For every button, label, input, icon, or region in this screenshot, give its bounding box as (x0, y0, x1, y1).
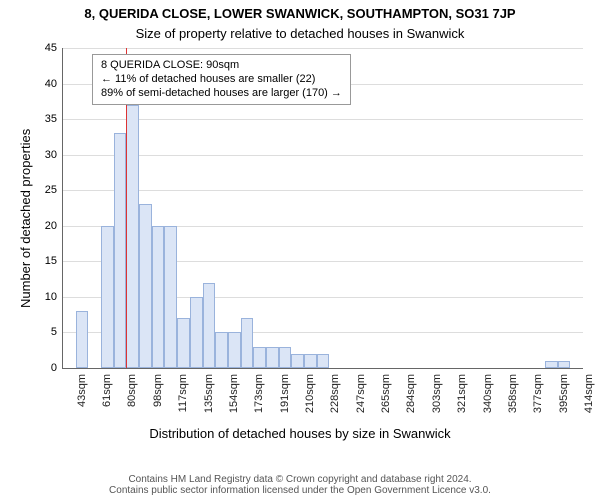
annotation-line: 8 QUERIDA CLOSE: 90sqm (101, 59, 342, 73)
y-tick-label: 30 (45, 149, 57, 161)
x-tick-label: 173sqm (253, 374, 265, 413)
y-tick-label: 10 (45, 291, 57, 303)
gridline (63, 155, 583, 156)
x-tick-label: 303sqm (431, 374, 443, 413)
y-tick-label: 0 (51, 362, 57, 374)
x-tick-label: 43sqm (76, 374, 88, 407)
x-tick-label: 340sqm (482, 374, 494, 413)
histogram-bar (101, 226, 114, 368)
x-tick-label: 61sqm (101, 374, 113, 407)
x-tick-label: 117sqm (177, 374, 189, 412)
gridline (63, 48, 583, 49)
histogram-bar (126, 105, 139, 368)
histogram-bar (545, 361, 558, 368)
x-tick-label: 154sqm (228, 374, 240, 413)
histogram-bar (317, 354, 330, 368)
annotation-line: 89% of semi-detached houses are larger (… (101, 87, 342, 101)
gridline (63, 190, 583, 191)
y-tick-label: 40 (45, 78, 57, 90)
histogram-bar (152, 226, 165, 368)
x-tick-label: 228sqm (329, 374, 341, 413)
histogram-bar (139, 204, 152, 368)
histogram-bar (558, 361, 571, 368)
y-tick-label: 45 (45, 42, 57, 54)
x-tick-label: 414sqm (583, 374, 595, 413)
y-tick-label: 35 (45, 113, 57, 125)
histogram-bar (177, 318, 190, 368)
footer-line: Contains public sector information licen… (0, 485, 600, 496)
x-tick-label: 358sqm (507, 374, 519, 413)
x-tick-label: 135sqm (203, 374, 215, 413)
histogram-bar (114, 133, 127, 368)
histogram-bar (253, 347, 266, 368)
gridline (63, 119, 583, 120)
histogram-bar (215, 332, 228, 368)
histogram-bar (304, 354, 317, 368)
x-tick-label: 210sqm (304, 374, 316, 413)
x-tick-label: 98sqm (152, 374, 164, 407)
title-sub: Size of property relative to detached ho… (0, 26, 600, 41)
x-tick-label: 247sqm (355, 374, 367, 413)
annotation-box: 8 QUERIDA CLOSE: 90sqm← 11% of detached … (92, 54, 351, 105)
x-tick-label: 395sqm (558, 374, 570, 413)
histogram-bar (291, 354, 304, 368)
y-axis-label: Number of detached properties (18, 129, 33, 308)
histogram-bar (228, 332, 241, 368)
histogram-bar (203, 283, 216, 368)
histogram-bar (164, 226, 177, 368)
annotation-line: ← 11% of detached houses are smaller (22… (101, 73, 342, 87)
y-tick-label: 15 (45, 255, 57, 267)
histogram-bar (266, 347, 279, 368)
x-axis-label: Distribution of detached houses by size … (0, 426, 600, 441)
histogram-bar (241, 318, 254, 368)
footer-attribution: Contains HM Land Registry data © Crown c… (0, 474, 600, 496)
x-tick-label: 284sqm (405, 374, 417, 413)
histogram-bar (190, 297, 203, 368)
x-tick-label: 80sqm (126, 374, 138, 407)
footer-line: Contains HM Land Registry data © Crown c… (0, 474, 600, 485)
x-tick-label: 377sqm (532, 374, 544, 413)
histogram-bar (279, 347, 292, 368)
title-main: 8, QUERIDA CLOSE, LOWER SWANWICK, SOUTHA… (0, 6, 600, 21)
y-tick-label: 20 (45, 220, 57, 232)
y-tick-label: 5 (51, 326, 57, 338)
x-tick-label: 321sqm (456, 374, 468, 413)
histogram-bar (76, 311, 89, 368)
y-tick-label: 25 (45, 184, 57, 196)
x-tick-label: 265sqm (380, 374, 392, 413)
x-tick-label: 191sqm (279, 374, 291, 413)
